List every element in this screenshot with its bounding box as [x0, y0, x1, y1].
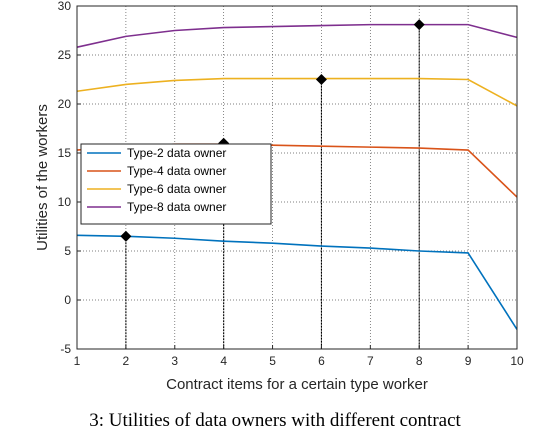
legend-entry: Type-4 data owner	[127, 164, 226, 178]
legend-entry: Type-8 data owner	[127, 200, 226, 214]
x-axis-label: Contract items for a certain type worker	[166, 376, 428, 393]
y-tick-label: 10	[58, 195, 72, 209]
y-tick-label: 20	[58, 97, 72, 111]
legend-box	[80, 143, 272, 225]
line-chart: 1 2 3 4 5 6 7 8 9 10 -5 0 5 10 15 20 25 30 Contract item…	[34, 0, 524, 393]
series-line-type-8-data-owner	[76, 23, 518, 48]
x-tick-label: 10	[510, 354, 524, 368]
x-tick-label: 7	[367, 354, 374, 368]
legend-entry: Type-6 data owner	[127, 182, 226, 196]
y-tick-label: 30	[58, 0, 72, 13]
y-tick-label: 25	[58, 48, 72, 62]
series-line-type-2-data-owner	[76, 234, 518, 330]
x-tick-label: 3	[171, 354, 178, 368]
y-tick-label: 5	[64, 244, 71, 258]
series-lines	[76, 23, 518, 330]
y-tick-label: -5	[60, 342, 71, 356]
x-tick-label: 5	[269, 354, 276, 368]
diamond-marker	[120, 230, 132, 242]
y-axis-label: Utilities of the workers	[34, 104, 51, 251]
x-tick-label: 2	[123, 354, 130, 368]
series-line-type-6-data-owner	[76, 77, 518, 107]
x-tick-label: 1	[74, 354, 81, 368]
legend-entry: Type-2 data owner	[127, 146, 226, 160]
y-ticks: -5 0 5 10 15 20 25 30	[58, 0, 81, 356]
diamond-marker	[315, 74, 327, 85]
x-ticks: 1 2 3 4 5 6 7 8 9 10	[74, 345, 524, 368]
x-tick-label: 4	[220, 354, 227, 368]
figure-caption: 3: Utilities of data owners with differe…	[89, 410, 461, 431]
legend: Type-2 data owner Type-4 data owner Type-6…	[80, 143, 272, 225]
y-tick-label: 0	[64, 293, 71, 307]
x-tick-label: 9	[465, 354, 472, 368]
y-tick-label: 15	[58, 146, 72, 160]
diamond-marker	[413, 19, 425, 31]
plot-frame	[76, 5, 518, 350]
x-tick-label: 6	[318, 354, 325, 368]
x-tick-label: 8	[416, 354, 423, 368]
